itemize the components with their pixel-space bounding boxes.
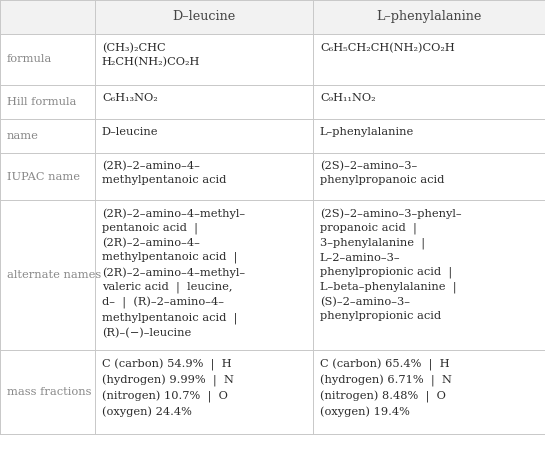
Text: IUPAC name: IUPAC name — [7, 171, 80, 182]
Text: C₉H₁₁NO₂: C₉H₁₁NO₂ — [320, 93, 376, 103]
Text: D–leucine: D–leucine — [173, 10, 236, 24]
Text: D–leucine: D–leucine — [102, 127, 159, 137]
Text: (CH₃)₂CHC
H₂CH(NH₂)CO₂H: (CH₃)₂CHC H₂CH(NH₂)CO₂H — [102, 42, 201, 67]
Text: name: name — [7, 131, 38, 141]
Bar — [0, 0, 545, 34]
Text: (2R)–2–amino–4–methyl–
pentanoic acid  |
(2R)–2–amino–4–
methylpentanoic acid  |: (2R)–2–amino–4–methyl– pentanoic acid | … — [102, 209, 245, 338]
Text: formula: formula — [7, 54, 52, 65]
Text: (2S)–2–amino–3–phenyl–
propanoic acid  |
3–phenylalanine  |
L–2–amino–3–
phenylp: (2S)–2–amino–3–phenyl– propanoic acid | … — [320, 209, 462, 321]
Text: L–phenylalanine: L–phenylalanine — [377, 10, 482, 24]
Text: C₆H₅CH₂CH(NH₂)CO₂H: C₆H₅CH₂CH(NH₂)CO₂H — [320, 42, 455, 53]
Text: L–phenylalanine: L–phenylalanine — [320, 127, 414, 137]
Text: C (carbon) 54.9%  |  H
(hydrogen) 9.99%  |  N
(nitrogen) 10.7%  |  O
(oxygen) 24: C (carbon) 54.9% | H (hydrogen) 9.99% | … — [102, 359, 234, 417]
Text: C (carbon) 65.4%  |  H
(hydrogen) 6.71%  |  N
(nitrogen) 8.48%  |  O
(oxygen) 19: C (carbon) 65.4% | H (hydrogen) 6.71% | … — [320, 359, 452, 417]
Text: C₆H₁₃NO₂: C₆H₁₃NO₂ — [102, 93, 158, 103]
Text: (2S)–2–amino–3–
phenylpropanoic acid: (2S)–2–amino–3– phenylpropanoic acid — [320, 161, 444, 185]
Text: Hill formula: Hill formula — [7, 97, 76, 107]
Text: (2R)–2–amino–4–
methylpentanoic acid: (2R)–2–amino–4– methylpentanoic acid — [102, 161, 226, 185]
Text: mass fractions: mass fractions — [7, 387, 91, 397]
Text: alternate names: alternate names — [7, 270, 101, 280]
